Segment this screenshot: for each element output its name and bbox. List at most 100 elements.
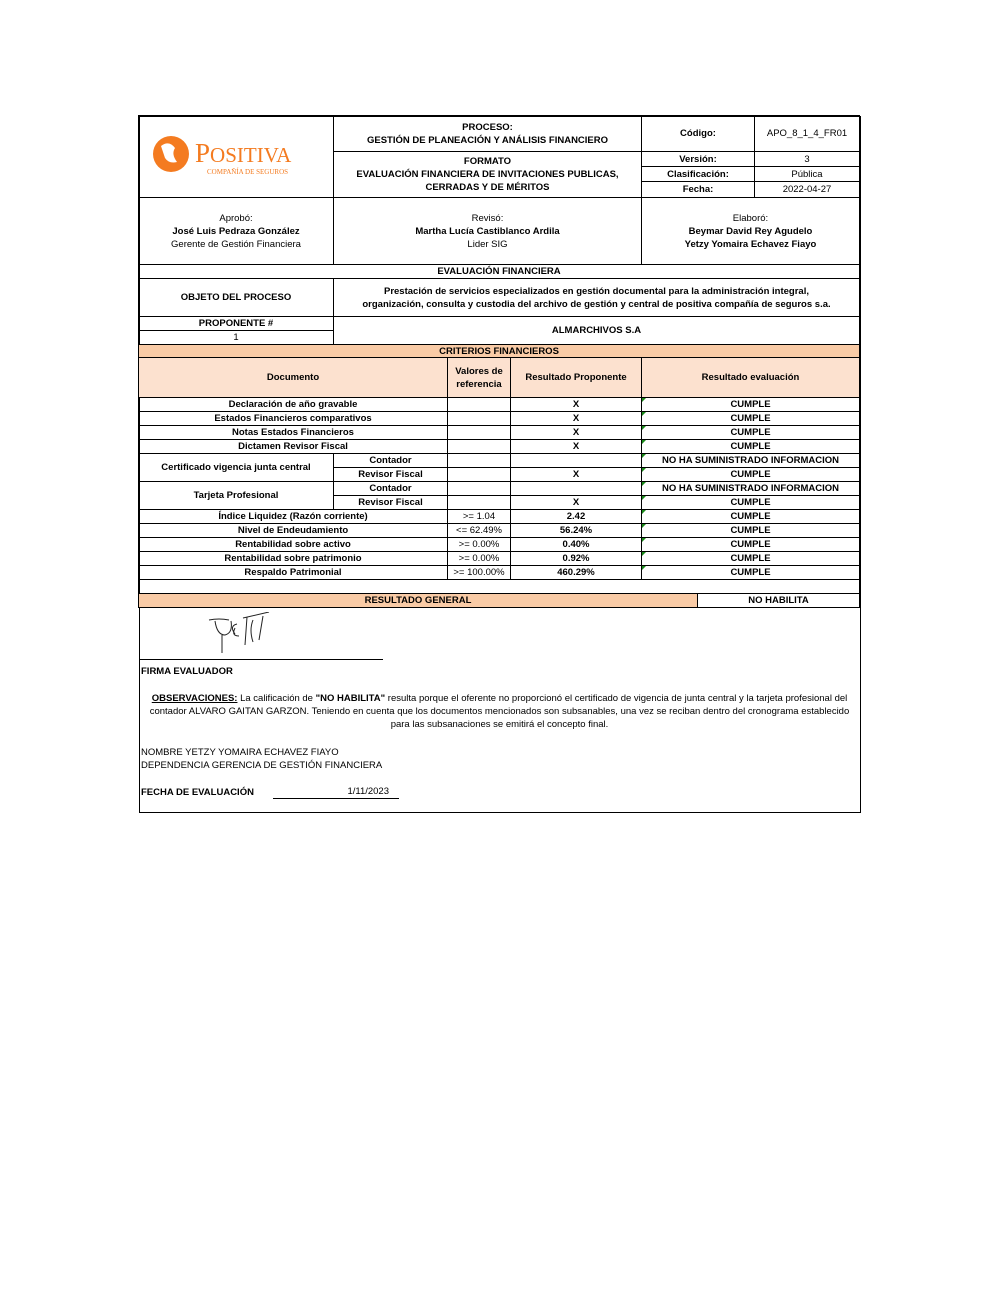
criterios-title: CRITERIOS FINANCIEROS <box>138 344 860 358</box>
observaciones-label: OBSERVACIONES: <box>151 693 238 704</box>
firma-label: FIRMA EVALUADOR <box>141 666 233 677</box>
formato-label: FORMATO <box>463 156 512 167</box>
blank-row <box>138 579 860 594</box>
elaboro-cell: Elaboró: Beymar David Rey Agudelo Yetzy … <box>641 197 860 265</box>
row-subdocumento: Contador <box>333 453 448 468</box>
row-documento: Nivel de Endeudamiento <box>138 523 448 538</box>
fecha-evaluacion-label: FECHA DE EVALUACIÓN <box>141 787 254 798</box>
reviso-role: Lider SIG <box>467 238 508 250</box>
row-resultado: 0.92% <box>510 551 642 566</box>
row-resultado: X <box>510 425 642 440</box>
logo-cell: POSITIVA COMPAÑÍA DE SEGUROS <box>138 115 334 198</box>
codigo-label: Código: <box>641 115 755 152</box>
svg-text:POSITIVA: POSITIVA <box>195 138 292 168</box>
fecha-label: Fecha: <box>641 181 755 198</box>
clasificacion-label: Clasificación: <box>641 166 755 182</box>
clasificacion-value: Pública <box>754 166 860 182</box>
formato-line-1: EVALUACIÓN FINANCIERA DE INVITACIONES PU… <box>356 169 619 180</box>
row-evaluacion: CUMPLE <box>641 565 860 580</box>
row-evaluacion: NO HA SUMINISTRADO INFORMACION <box>641 481 860 496</box>
elaboro-label: Elaboró: <box>732 212 769 224</box>
row-valor-referencia <box>447 397 511 412</box>
col-resultado: Resultado Proponente <box>510 357 642 398</box>
row-documento: Rentabilidad sobre patrimonio <box>138 551 448 566</box>
evaluator-signature <box>208 612 270 653</box>
col-valores: Valores de referencia <box>447 357 511 398</box>
row-resultado: 460.29% <box>510 565 642 580</box>
row-subdocumento: Revisor Fiscal <box>333 495 448 510</box>
objeto-text: Prestación de servicios especializados e… <box>333 278 860 317</box>
row-evaluacion: CUMPLE <box>641 425 860 440</box>
comment-marker-icon <box>642 566 646 570</box>
row-documento: Rentabilidad sobre activo <box>138 537 448 552</box>
row-resultado: X <box>510 467 642 482</box>
row-group: Tarjeta Profesional <box>138 481 334 510</box>
comment-marker-icon <box>642 468 646 472</box>
observaciones: OBSERVACIONES: La calificación de "NO HA… <box>141 692 858 731</box>
reviso-label: Revisó: <box>471 212 504 224</box>
row-evaluacion: CUMPLE <box>641 467 860 482</box>
signature-line <box>140 659 383 660</box>
evaluador-nombre: NOMBRE YETZY YOMAIRA ECHAVEZ FIAYO <box>141 747 339 758</box>
row-evaluacion: NO HA SUMINISTRADO INFORMACION <box>641 453 860 468</box>
row-documento: Notas Estados Financieros <box>138 425 448 440</box>
row-resultado <box>510 453 642 468</box>
resultado-general-value: NO HABILITA <box>697 593 860 608</box>
row-evaluacion: CUMPLE <box>641 523 860 538</box>
elaboro-name-2: Yetzy Yomaira Echavez Fiayo <box>684 238 817 250</box>
row-resultado: X <box>510 397 642 412</box>
objeto-line-1: Prestación de servicios especializados e… <box>383 285 809 297</box>
row-documento: Respaldo Patrimonial <box>138 565 448 580</box>
proceso-cell: PROCESO: GESTIÓN DE PLANEACIÓN Y ANÁLISI… <box>333 115 642 152</box>
row-valor-referencia <box>447 495 511 510</box>
proponente-label: PROPONENTE # <box>138 316 334 331</box>
resultado-general-label: RESULTADO GENERAL <box>138 593 698 608</box>
row-resultado: 56.24% <box>510 523 642 538</box>
proceso-value: GESTIÓN DE PLANEACIÓN Y ANÁLISIS FINANCI… <box>366 134 609 146</box>
row-resultado: X <box>510 439 642 454</box>
row-subdocumento: Revisor Fiscal <box>333 467 448 482</box>
fecha-evaluacion-value: 1/11/2023 <box>273 786 399 799</box>
row-resultado: 0.40% <box>510 537 642 552</box>
comment-marker-icon <box>642 552 646 556</box>
comment-marker-icon <box>642 426 646 430</box>
row-valor-referencia: <= 62.49% <box>447 523 511 538</box>
proceso-label: PROCESO: <box>462 121 513 133</box>
row-resultado: X <box>510 411 642 426</box>
row-resultado: X <box>510 495 642 510</box>
observaciones-pre: La calificación de <box>237 693 316 704</box>
row-group: Certificado vigencia junta central <box>138 453 334 482</box>
formato-line-2: CERRADAS Y DE MÉRITOS <box>425 182 550 193</box>
row-evaluacion: CUMPLE <box>641 509 860 524</box>
comment-marker-icon <box>642 482 646 486</box>
aprobo-label: Aprobó: <box>219 212 253 224</box>
svg-text:COMPAÑÍA DE SEGUROS: COMPAÑÍA DE SEGUROS <box>207 168 288 176</box>
comment-marker-icon <box>642 538 646 542</box>
row-valor-referencia <box>447 453 511 468</box>
comment-marker-icon <box>642 412 646 416</box>
aprobo-cell: Aprobó: José Luis Pedraza González Geren… <box>138 197 334 265</box>
comment-marker-icon <box>642 496 646 500</box>
row-evaluacion: CUMPLE <box>641 439 860 454</box>
proponente-name: ALMARCHIVOS S.A <box>333 316 860 345</box>
evaluation-form <box>139 116 861 813</box>
row-evaluacion: CUMPLE <box>641 551 860 566</box>
row-valor-referencia <box>447 425 511 440</box>
row-valor-referencia: >= 0.00% <box>447 551 511 566</box>
objeto-label: OBJETO DEL PROCESO <box>138 278 334 317</box>
observaciones-quote: "NO HABILITA" <box>315 693 386 704</box>
elaboro-name-1: Beymar David Rey Agudelo <box>688 225 813 237</box>
observaciones-text: resulta porque el oferente no proporcion… <box>149 693 850 730</box>
row-documento: Índice Liquidez (Razón corriente) <box>138 509 448 524</box>
row-valor-referencia <box>447 481 511 496</box>
codigo-value: APO_8_1_4_FR01 <box>754 115 860 152</box>
objeto-line-2: organización, consulta y custodia del ar… <box>362 298 831 310</box>
row-documento: Declaración de año gravable <box>138 397 448 412</box>
row-valor-referencia: >= 100.00% <box>447 565 511 580</box>
comment-marker-icon <box>642 454 646 458</box>
row-resultado: 2.42 <box>510 509 642 524</box>
comment-marker-icon <box>642 510 646 514</box>
row-documento: Estados Financieros comparativos <box>138 411 448 426</box>
version-value: 3 <box>754 151 860 167</box>
comment-marker-icon <box>642 440 646 444</box>
